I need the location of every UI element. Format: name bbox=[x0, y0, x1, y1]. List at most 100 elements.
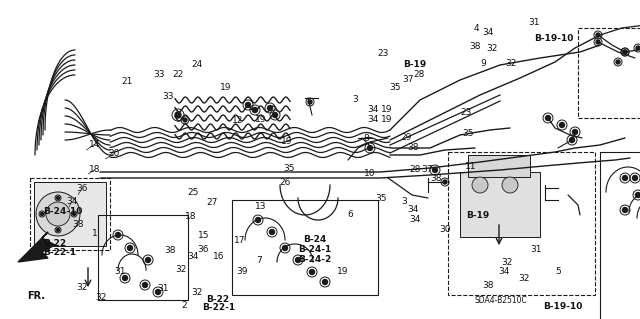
Bar bbox=[30, 178, 110, 250]
Circle shape bbox=[310, 270, 314, 275]
Text: B-22-1: B-22-1 bbox=[202, 303, 236, 312]
Text: 34: 34 bbox=[407, 205, 419, 214]
Circle shape bbox=[573, 130, 577, 135]
Text: 32: 32 bbox=[76, 283, 88, 292]
Text: 26: 26 bbox=[279, 178, 291, 187]
Circle shape bbox=[623, 207, 627, 212]
Circle shape bbox=[596, 40, 600, 44]
Text: FR.: FR. bbox=[27, 291, 45, 301]
Circle shape bbox=[433, 167, 438, 173]
Text: 6: 6 bbox=[348, 210, 353, 219]
Text: 4: 4 bbox=[474, 24, 479, 33]
Circle shape bbox=[253, 108, 257, 113]
Text: 5: 5 bbox=[556, 267, 561, 276]
Text: 19: 19 bbox=[220, 83, 231, 92]
Bar bbox=[448, 152, 595, 295]
Bar bbox=[98, 215, 188, 300]
Text: 17: 17 bbox=[234, 236, 246, 245]
Text: 28: 28 bbox=[409, 165, 420, 174]
Text: 32: 32 bbox=[518, 274, 529, 283]
Text: B-19: B-19 bbox=[403, 60, 426, 69]
Circle shape bbox=[443, 180, 447, 184]
Text: 36: 36 bbox=[198, 245, 209, 254]
Text: 13: 13 bbox=[255, 202, 267, 211]
Text: 33: 33 bbox=[153, 70, 164, 78]
Circle shape bbox=[472, 177, 488, 193]
Text: 15: 15 bbox=[198, 231, 209, 240]
Text: 38: 38 bbox=[72, 220, 84, 229]
Bar bbox=[468, 155, 530, 177]
Circle shape bbox=[502, 177, 518, 193]
Text: 32: 32 bbox=[175, 265, 186, 274]
Circle shape bbox=[623, 50, 627, 54]
Text: 31: 31 bbox=[529, 19, 540, 27]
Text: 32: 32 bbox=[191, 288, 203, 297]
Text: 10: 10 bbox=[364, 169, 376, 178]
Text: 33: 33 bbox=[162, 92, 173, 101]
Circle shape bbox=[545, 115, 550, 121]
Text: 32: 32 bbox=[486, 44, 497, 53]
Text: 19: 19 bbox=[255, 115, 267, 124]
Polygon shape bbox=[18, 232, 55, 262]
Text: 34: 34 bbox=[188, 252, 199, 261]
Text: 30: 30 bbox=[439, 225, 451, 234]
Text: SDA4-B2510C: SDA4-B2510C bbox=[475, 296, 527, 305]
Text: 36: 36 bbox=[76, 184, 88, 193]
Text: 16: 16 bbox=[213, 252, 225, 261]
Circle shape bbox=[323, 279, 328, 285]
Text: 31: 31 bbox=[157, 284, 169, 293]
Text: 23: 23 bbox=[460, 108, 472, 117]
Text: 38: 38 bbox=[164, 246, 175, 255]
Circle shape bbox=[40, 212, 44, 216]
Circle shape bbox=[56, 228, 60, 232]
Text: 23: 23 bbox=[377, 49, 388, 58]
Text: 35: 35 bbox=[375, 194, 387, 203]
Text: 35: 35 bbox=[463, 129, 474, 138]
Text: 31: 31 bbox=[531, 245, 542, 254]
Circle shape bbox=[56, 197, 60, 199]
Circle shape bbox=[143, 283, 147, 287]
Circle shape bbox=[273, 113, 278, 117]
Text: 9: 9 bbox=[481, 59, 486, 68]
Circle shape bbox=[296, 257, 301, 263]
Text: B-19-10: B-19-10 bbox=[543, 302, 582, 311]
Text: 19: 19 bbox=[381, 105, 393, 114]
Circle shape bbox=[269, 229, 275, 234]
Text: 34: 34 bbox=[367, 115, 378, 124]
Text: 37: 37 bbox=[403, 75, 414, 84]
Circle shape bbox=[183, 118, 187, 122]
Circle shape bbox=[367, 145, 372, 151]
Text: 19: 19 bbox=[337, 267, 348, 276]
Circle shape bbox=[127, 246, 132, 250]
Text: 38: 38 bbox=[431, 174, 442, 182]
Circle shape bbox=[145, 257, 150, 263]
Bar bbox=[232, 200, 378, 295]
Text: 39: 39 bbox=[236, 267, 248, 276]
Text: 2: 2 bbox=[182, 301, 187, 310]
Text: 24: 24 bbox=[191, 60, 203, 69]
Text: 38: 38 bbox=[482, 281, 493, 290]
Text: 27: 27 bbox=[207, 198, 218, 207]
Text: B-22-1: B-22-1 bbox=[44, 248, 77, 257]
Bar bbox=[34, 182, 106, 246]
Circle shape bbox=[46, 202, 70, 226]
Text: B-19-10: B-19-10 bbox=[534, 34, 574, 43]
Bar bbox=[460, 172, 540, 237]
Text: 3: 3 bbox=[402, 197, 407, 206]
Circle shape bbox=[72, 212, 76, 216]
Circle shape bbox=[36, 192, 80, 236]
Text: 32: 32 bbox=[95, 293, 107, 302]
Text: 34: 34 bbox=[482, 28, 493, 37]
Text: 32: 32 bbox=[505, 59, 516, 68]
Text: B-24-1: B-24-1 bbox=[298, 245, 332, 254]
Bar bbox=[578, 28, 640, 118]
Circle shape bbox=[175, 112, 181, 118]
Text: 38: 38 bbox=[469, 42, 481, 51]
Text: B-24-10: B-24-10 bbox=[44, 207, 83, 216]
Text: 7: 7 bbox=[257, 256, 262, 265]
Circle shape bbox=[616, 60, 620, 64]
Text: 18: 18 bbox=[185, 212, 196, 221]
Circle shape bbox=[623, 50, 627, 54]
Text: 8: 8 bbox=[364, 134, 369, 143]
Circle shape bbox=[636, 46, 640, 50]
